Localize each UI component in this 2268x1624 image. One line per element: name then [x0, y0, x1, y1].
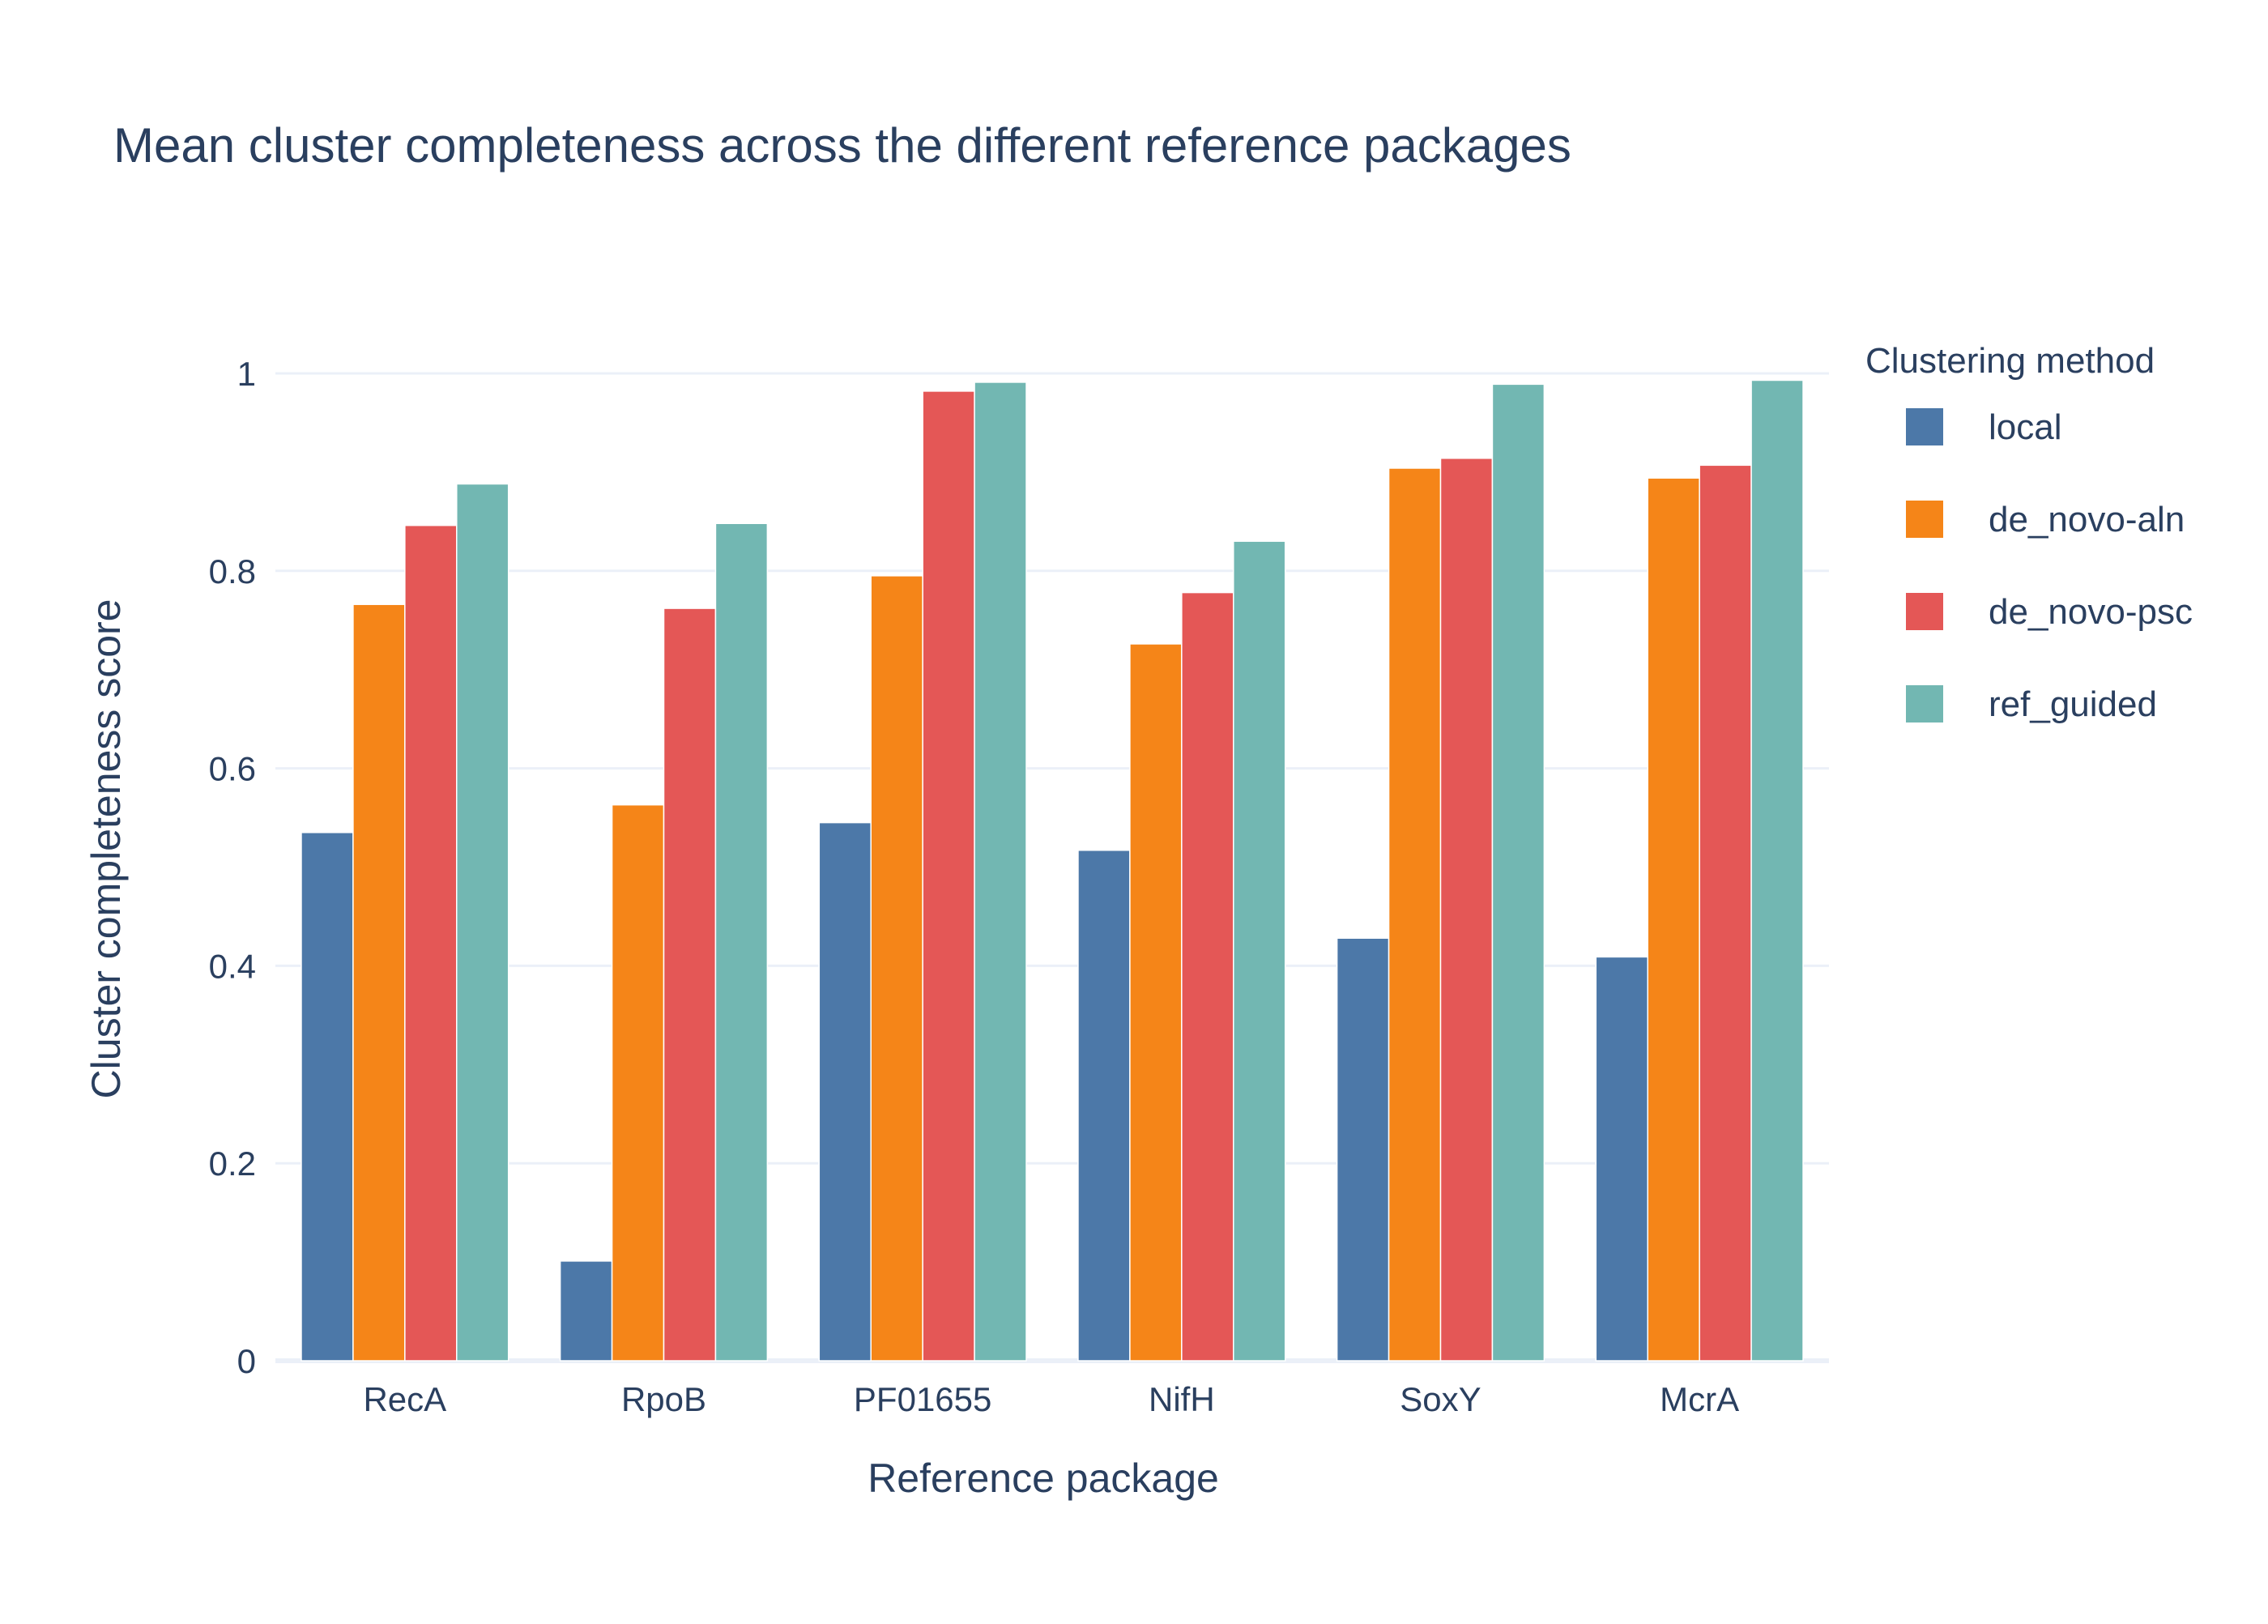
bar-de_novo-aln-McrA	[1647, 477, 1700, 1362]
bar-ref_guided-NifH	[1233, 540, 1286, 1362]
bar-de_novo-aln-SoxY	[1388, 467, 1442, 1362]
bar-de_novo-aln-NifH	[1129, 643, 1183, 1362]
x-tick-label: PF01655	[854, 1380, 991, 1418]
legend-swatch[interactable]	[1906, 408, 1943, 445]
legend-swatch[interactable]	[1906, 593, 1943, 630]
bar-local-NifH	[1077, 850, 1131, 1362]
bar-ref_guided-RecA	[456, 483, 509, 1362]
legend-item-label[interactable]: de_novo-psc	[1989, 592, 2193, 632]
legend-item-label[interactable]: ref_guided	[1989, 684, 2157, 724]
bar-de_novo-aln-PF01655	[870, 575, 923, 1362]
x-axis-title: Reference package	[868, 1456, 1219, 1501]
bar-local-RpoB	[559, 1260, 613, 1362]
legend-title: Clustering method	[1865, 341, 2155, 381]
legend-item-label[interactable]: local	[1989, 407, 2062, 447]
x-tick-label: NifH	[1149, 1380, 1215, 1418]
bar-local-SoxY	[1336, 937, 1390, 1362]
bar-de_novo-psc-NifH	[1181, 591, 1234, 1362]
y-tick-label: 0.2	[209, 1144, 256, 1183]
y-tick-label: 0.6	[209, 750, 256, 788]
bar-de_novo-psc-PF01655	[922, 390, 975, 1362]
gridlines	[275, 372, 1829, 1363]
x-tick-label: McrA	[1660, 1380, 1739, 1418]
legend-swatch[interactable]	[1906, 501, 1943, 538]
legend-swatch[interactable]	[1906, 685, 1943, 722]
bar-ref_guided-McrA	[1750, 379, 1804, 1362]
y-tick-label: 0	[237, 1342, 256, 1380]
bar-de_novo-aln-RpoB	[611, 803, 665, 1362]
bar-ref_guided-SoxY	[1491, 383, 1545, 1362]
x-tick-label: SoxY	[1400, 1380, 1481, 1418]
x-tick-label: RpoB	[621, 1380, 706, 1418]
bar-ref_guided-PF01655	[974, 381, 1027, 1362]
bar-de_novo-psc-McrA	[1699, 464, 1752, 1362]
bar-local-RecA	[301, 832, 354, 1362]
bar-local-PF01655	[818, 821, 872, 1362]
bar-de_novo-psc-RpoB	[663, 607, 717, 1362]
y-tick-label: 1	[237, 355, 256, 393]
y-tick-label: 0.8	[209, 552, 256, 590]
y-axis-ticks: 0 0.2 0.4 0.6 0.8 1	[209, 355, 256, 1380]
x-tick-label: RecA	[363, 1380, 446, 1418]
y-axis-title: Cluster completeness score	[83, 599, 129, 1099]
bar-ref_guided-RpoB	[714, 522, 769, 1362]
x-axis-ticks: RecA RpoB PF01655 NifH SoxY McrA	[363, 1380, 1739, 1418]
bar-de_novo-aln-RecA	[352, 603, 406, 1362]
legend: Clustering method local de_novo-aln de_nov…	[1865, 341, 2193, 724]
bars	[301, 379, 1804, 1362]
legend-item-label[interactable]: de_novo-aln	[1989, 500, 2185, 539]
bar-de_novo-psc-RecA	[404, 524, 458, 1362]
bar-local-McrA	[1595, 956, 1648, 1362]
bar-de_novo-psc-SoxY	[1439, 458, 1494, 1362]
chart-title: Mean cluster completeness across the dif…	[113, 118, 1571, 173]
y-tick-label: 0.4	[209, 947, 256, 985]
